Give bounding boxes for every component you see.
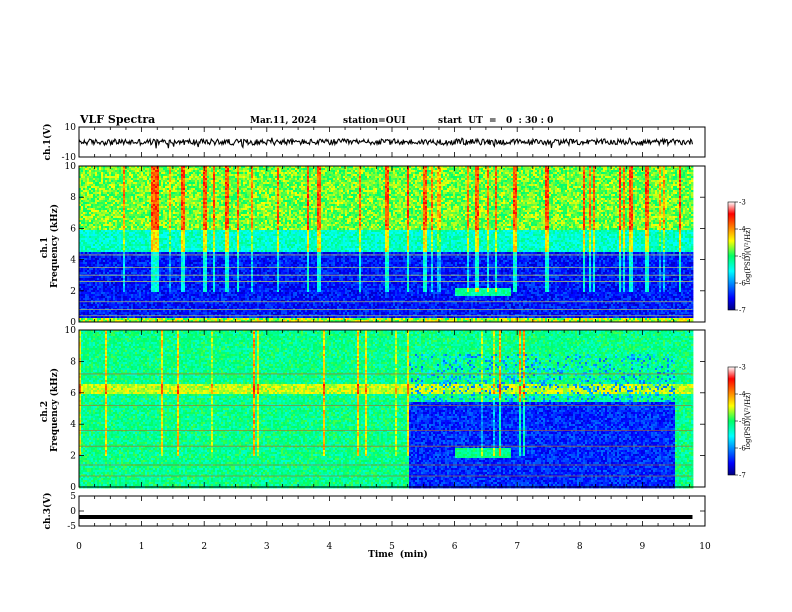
ch1-waveform-y-tick-label: 10 [65,123,77,133]
ch1-spectrogram-cells [79,166,693,322]
header-start-ut: start UT = 0 : 30 : 0 [438,116,553,126]
header-station: station=OUI [343,116,406,126]
ch1-waveform-panel: 10-10 [62,123,706,163]
figure-title: VLF Spectra [79,113,155,126]
ch1-waveform-trace [79,138,693,149]
header-date: Mar.11, 2024 [250,116,317,126]
vlf-spectra-figure: VLF Spectra Mar.11, 2024 station=OUI sta… [0,0,792,612]
